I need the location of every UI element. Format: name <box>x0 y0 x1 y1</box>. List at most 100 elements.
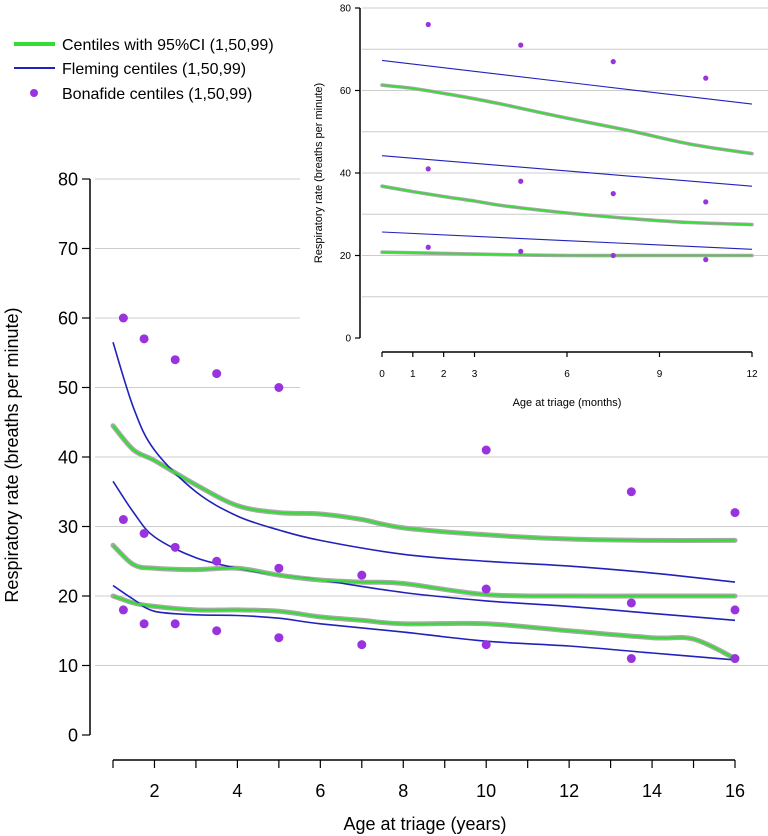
bonafide-point <box>425 244 431 250</box>
y-tick-label: 60 <box>340 86 352 97</box>
main-x-axis-label: Age at triage (years) <box>343 814 506 834</box>
y-tick-label: 60 <box>58 308 78 328</box>
y-tick-label: 0 <box>68 725 78 745</box>
bonafide-point <box>481 640 491 650</box>
centile-line <box>381 84 753 155</box>
fleming-line <box>381 231 753 250</box>
bonafide-point <box>703 257 709 263</box>
x-tick-label: 10 <box>476 781 496 801</box>
bonafide-point <box>610 191 616 197</box>
centile-line <box>381 251 752 257</box>
bonafide-point <box>730 605 740 615</box>
legend-bonafide-swatch <box>30 89 38 97</box>
inset-y-axis-label: Respiratory rate (breaths per minute) <box>313 83 325 263</box>
y-tick-label: 0 <box>345 334 351 345</box>
fleming-line <box>112 584 736 661</box>
bonafide-point <box>357 640 367 650</box>
y-tick-label: 80 <box>58 169 78 189</box>
bonafide-point <box>703 199 709 205</box>
y-tick-label: 20 <box>340 251 352 262</box>
x-tick-label: 8 <box>398 781 408 801</box>
fleming-line <box>112 342 736 583</box>
bonafide-point <box>518 178 524 184</box>
legend-bonafide-label: Bonafide centiles (1,50,99) <box>62 86 252 103</box>
fleming-line <box>112 480 736 622</box>
bonafide-point <box>730 508 740 518</box>
legend: Centiles with 95%CI (1,50,99) Fleming ce… <box>14 37 274 103</box>
centile-line <box>112 544 735 598</box>
bonafide-point <box>139 619 149 629</box>
bonafide-point <box>274 633 284 643</box>
centile-line <box>112 424 736 542</box>
bonafide-point <box>212 369 222 379</box>
x-tick-label: 16 <box>725 781 745 801</box>
bonafide-point <box>118 515 128 525</box>
x-tick-label: 6 <box>315 781 325 801</box>
bonafide-point <box>139 334 149 344</box>
bonafide-point <box>357 570 367 580</box>
ci-band <box>110 542 738 599</box>
y-tick-label: 40 <box>340 169 352 180</box>
bonafide-point <box>170 542 180 552</box>
y-tick-label: 70 <box>58 239 78 259</box>
bonafide-point <box>212 556 222 566</box>
x-tick-label: 2 <box>441 369 447 380</box>
bonafide-point <box>425 21 431 28</box>
ci-band <box>110 593 738 661</box>
y-tick-label: 20 <box>58 586 78 606</box>
bonafide-point <box>481 445 491 455</box>
bonafide-point <box>518 42 524 48</box>
bonafide-point <box>139 528 149 538</box>
legend-fleming-label: Fleming centiles (1,50,99) <box>62 61 246 78</box>
x-tick-label: 12 <box>746 369 758 380</box>
x-tick-label: 0 <box>379 369 385 380</box>
main-y-axis-label: Respiratory rate (breaths per minute) <box>2 307 22 602</box>
bonafide-point <box>730 654 740 664</box>
bonafide-point <box>626 487 636 497</box>
bonafide-point <box>425 166 431 172</box>
x-tick-label: 14 <box>642 781 662 801</box>
bonafide-point <box>518 248 524 254</box>
x-tick-label: 1 <box>410 369 416 380</box>
bonafide-point <box>703 75 709 81</box>
bonafide-point <box>626 654 636 664</box>
x-tick-label: 2 <box>149 781 159 801</box>
y-tick-label: 10 <box>58 656 78 676</box>
bonafide-point <box>274 563 284 573</box>
x-tick-label: 3 <box>472 369 478 380</box>
bonafide-point <box>170 619 180 629</box>
bonafide-point <box>170 355 180 365</box>
x-tick-label: 4 <box>232 781 242 801</box>
inset-series-lines <box>381 59 753 257</box>
fleming-line <box>381 59 753 105</box>
bonafide-point <box>118 313 128 323</box>
centile-line <box>112 594 736 660</box>
y-tick-label: 50 <box>58 378 78 398</box>
legend-centiles-label: Centiles with 95%CI (1,50,99) <box>62 37 274 54</box>
centile-line <box>381 185 753 226</box>
bonafide-point <box>610 252 616 259</box>
x-tick-label: 12 <box>559 781 579 801</box>
y-tick-label: 30 <box>58 517 78 537</box>
y-tick-label: 80 <box>340 4 352 15</box>
bonafide-point <box>274 383 284 392</box>
bonafide-point <box>481 584 491 594</box>
bonafide-point <box>626 598 636 608</box>
inset-series-points <box>425 21 709 263</box>
ci-band <box>110 423 738 543</box>
inset-x-axis-label: Age at triage (months) <box>513 397 622 409</box>
fleming-line <box>381 155 753 187</box>
bonafide-point <box>610 59 616 65</box>
y-tick-label: 40 <box>58 447 78 467</box>
inset-gridlines <box>362 7 768 298</box>
bonafide-point <box>212 626 222 636</box>
x-tick-label: 6 <box>564 369 570 380</box>
x-tick-label: 9 <box>657 369 663 380</box>
main-series-lines <box>112 342 736 661</box>
bonafide-point <box>118 605 128 615</box>
